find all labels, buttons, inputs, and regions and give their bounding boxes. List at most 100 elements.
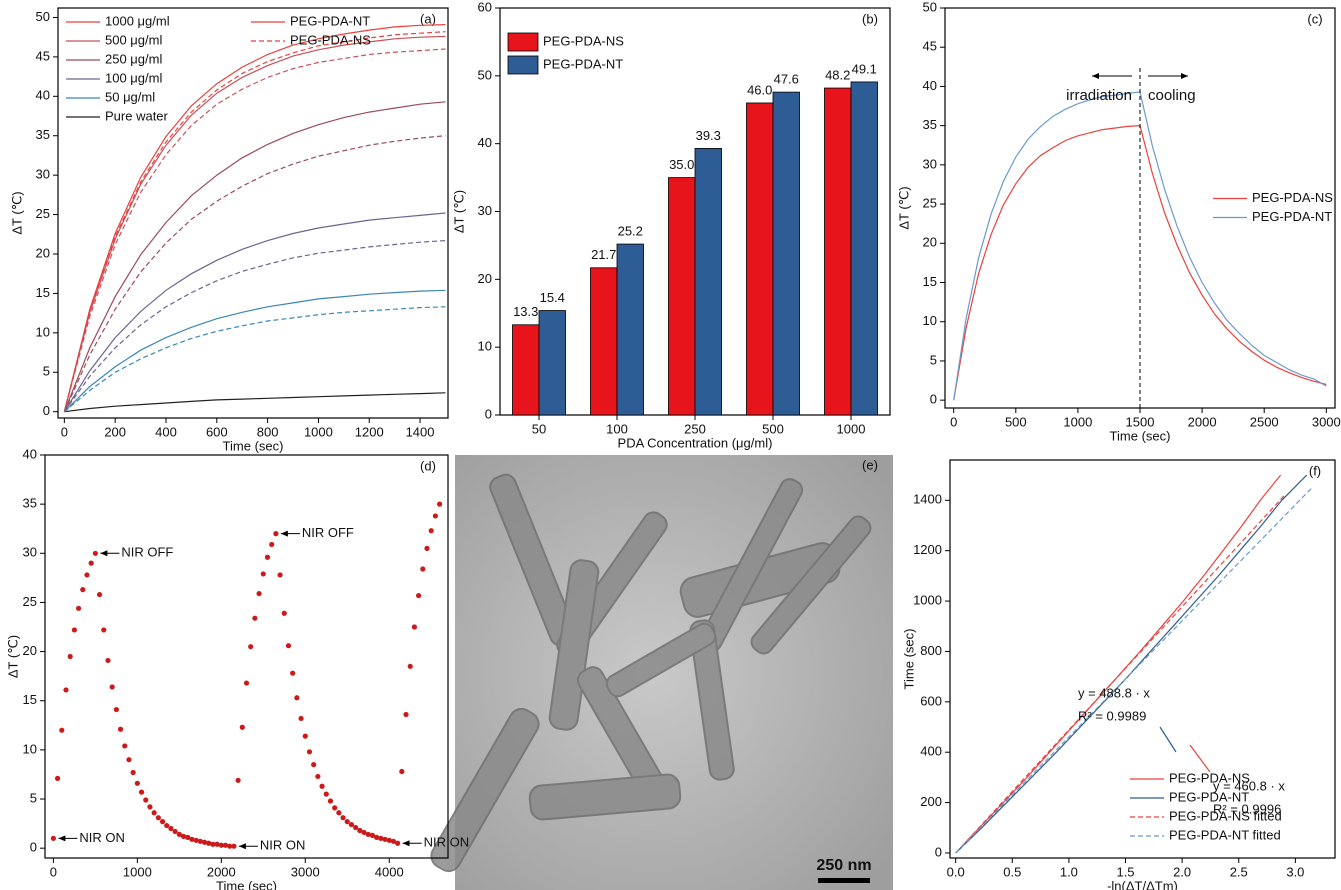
x-axis-label: PDA Concentration (μg/ml) (618, 435, 773, 450)
scatter-point (248, 644, 254, 650)
scatter-point (432, 513, 439, 519)
y-tick-label: 5 (930, 352, 937, 367)
line-series (63, 289, 446, 413)
line-series (955, 495, 1285, 854)
legend-label: 250 μg/ml (105, 51, 162, 66)
scatter-point (332, 805, 338, 811)
value-label: 39.3 (696, 128, 721, 143)
scatter-point (134, 780, 140, 786)
scatter-point (353, 824, 359, 831)
scatter-point (420, 566, 426, 572)
x-axis-label: Time (sec) (1110, 428, 1171, 443)
line-series (955, 486, 1313, 854)
y-tick-label: 200 (920, 794, 942, 809)
y-tick-label: 1000 (913, 593, 942, 608)
value-label: 49.1 (852, 61, 877, 76)
scatter-point (50, 835, 56, 841)
scatter-point (243, 680, 250, 686)
scatter-point (311, 762, 317, 768)
y-tick-label: 50 (478, 67, 492, 82)
line-series (63, 35, 446, 412)
plot-frame (57, 7, 449, 419)
x-tick-label: 100 (606, 421, 628, 436)
scatter-point (327, 798, 334, 804)
y-tick-label: 30 (36, 167, 50, 182)
line-series (63, 24, 446, 412)
y-tick-label: 35 (923, 117, 937, 132)
scatter-point (336, 810, 342, 816)
legend-label: PEG-PDA-NS (1252, 190, 1333, 205)
scatter-point (348, 821, 355, 828)
x-tick-label: 0.0 (947, 864, 965, 879)
x-tick-label: 4000 (375, 864, 404, 879)
x-tick-label: 2500 (1250, 414, 1279, 429)
scatter-point (411, 624, 418, 630)
x-tick-label: 3000 (1312, 414, 1341, 429)
scatter-point (143, 797, 149, 803)
bar (850, 81, 878, 416)
bar (772, 91, 800, 416)
y-axis-label: Time (sec) (901, 629, 916, 690)
scatter-point (151, 810, 157, 816)
scatter-point (201, 839, 208, 845)
scatter-point (357, 827, 363, 834)
legend-label: 500 μg/ml (105, 32, 162, 47)
y-axis-label: ΔT (℃) (9, 191, 24, 234)
legend-label: PEG-PDA-NT fitted (1169, 827, 1281, 842)
value-label: 47.6 (774, 72, 799, 87)
y-tick-label: 20 (36, 245, 50, 260)
x-tick-label: 500 (1005, 414, 1027, 429)
scatter-point (168, 825, 174, 832)
panel: 0 5 10 15 20 25 30 35 40 45 50 0 200 400 600 800 1000 120… (9, 7, 449, 453)
y-tick-label: 20 (23, 643, 37, 658)
annotation: NIR OFF (121, 545, 173, 560)
scatter-point (277, 572, 283, 578)
y-tick-label: 1400 (913, 492, 942, 507)
value-label: 46.0 (747, 82, 772, 97)
x-tick-label: 250 (684, 421, 706, 436)
scatter-point (399, 768, 405, 775)
y-axis-label: ΔT (℃) (5, 635, 20, 678)
leader-line (1189, 744, 1211, 773)
annotation: y = 488.8 · x (1078, 685, 1150, 700)
nanotubes (430, 473, 872, 873)
legend-swatch (507, 32, 539, 52)
scatter-point (403, 711, 409, 718)
y-tick-label: 30 (478, 203, 492, 218)
legend-swatch (507, 55, 539, 75)
x-tick-label: 400 (155, 424, 177, 439)
plot-frame (949, 459, 1336, 859)
scatter-point (437, 501, 443, 507)
scatter-point (235, 777, 241, 783)
y-tick-label: 40 (478, 135, 492, 150)
y-tick-label: 600 (920, 693, 942, 708)
scatter-point (365, 831, 371, 838)
y-tick-label: 40 (36, 88, 50, 103)
y-axis-label: ΔT (℃) (451, 190, 466, 233)
y-tick-label: 10 (923, 313, 937, 328)
leader-line (1159, 726, 1177, 753)
scatter-point (369, 832, 376, 838)
legend-label: PEG-PDA-NS (290, 32, 371, 47)
y-tick-label: 60 (478, 0, 492, 14)
scatter-point (206, 840, 212, 846)
scatter-point (113, 706, 119, 713)
value-label: 48.2 (825, 67, 850, 82)
scatter-point (323, 791, 329, 797)
scatter-point (210, 841, 216, 847)
scatter-point (416, 592, 422, 599)
legend-label: 100 μg/ml (105, 70, 162, 85)
y-tick-label: 800 (920, 643, 942, 658)
x-tick-label: 800 (257, 424, 279, 439)
y-tick-label: 10 (23, 741, 37, 756)
scatter-point (378, 835, 384, 841)
scatter-point (88, 560, 94, 566)
y-tick-label: 30 (923, 156, 937, 171)
legend-label: PEG-PDA-NT (543, 56, 623, 71)
scatter-point (164, 822, 170, 829)
x-tick-label: 0 (61, 424, 68, 439)
scatter-point (231, 843, 237, 849)
x-tick-label: 1000 (304, 424, 333, 439)
